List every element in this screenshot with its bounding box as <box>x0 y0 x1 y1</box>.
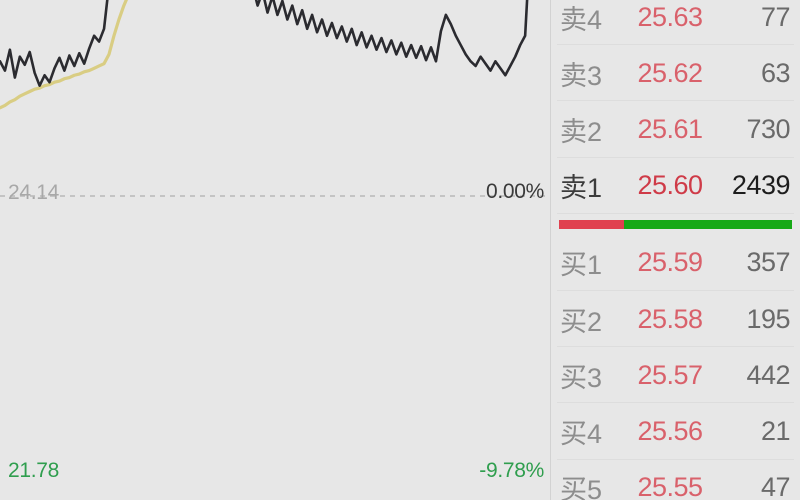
order-price: 25.56 <box>637 415 703 446</box>
intraday-chart[interactable] <box>0 0 550 500</box>
order-price: 25.60 <box>637 170 703 201</box>
pressure-bar-sell-segment <box>559 219 625 229</box>
order-quantity: 357 <box>746 247 790 278</box>
order-price: 25.63 <box>637 1 703 32</box>
order-level-label: 买3 <box>560 362 603 393</box>
order-book-row-sell-2[interactable]: 卖2 25.61 730 <box>551 101 800 158</box>
pressure-bar-track <box>559 219 792 229</box>
order-book-row-sell-1[interactable]: 卖1 25.60 2439 <box>551 158 800 214</box>
order-book-row-buy-1[interactable]: 买1 25.59 357 <box>551 235 800 292</box>
order-book-row-buy-4[interactable]: 买4 25.56 21 <box>551 403 800 460</box>
order-level-label: 卖1 <box>560 173 603 204</box>
order-level-label: 买5 <box>560 475 603 500</box>
order-book-row-sell-3[interactable]: 卖3 25.62 63 <box>551 45 800 102</box>
order-quantity: 47 <box>760 472 791 500</box>
order-price: 25.57 <box>637 359 703 390</box>
order-quantity: 195 <box>746 303 790 334</box>
order-price: 25.62 <box>637 57 703 88</box>
order-level-label: 卖4 <box>560 4 603 35</box>
order-quantity: 2439 <box>731 170 791 201</box>
low-price-label: 21.78 <box>8 459 60 482</box>
buy-sell-pressure-bar <box>551 214 800 235</box>
order-book-pane[interactable]: 卖4 25.63 77 卖3 25.62 63 卖2 25.61 730 卖1 … <box>550 0 800 500</box>
order-book-row-buy-2[interactable]: 买2 25.58 195 <box>551 291 800 348</box>
baseline-price-label: 24.14 <box>8 181 60 204</box>
order-quantity: 63 <box>760 57 791 88</box>
order-level-label: 卖2 <box>560 116 603 147</box>
order-price: 25.59 <box>637 247 703 278</box>
order-level-label: 买4 <box>560 418 603 449</box>
pressure-bar-buy-segment <box>624 219 792 229</box>
price-line <box>0 0 529 87</box>
order-level-label: 买1 <box>560 250 603 281</box>
order-level-label: 卖3 <box>560 60 603 91</box>
order-book-row-buy-3[interactable]: 买3 25.57 442 <box>551 347 800 404</box>
low-percent-label: -9.78% <box>479 459 544 482</box>
order-book-row-sell-4[interactable]: 卖4 25.63 77 <box>551 0 800 46</box>
baseline-percent-label: 0.00% <box>485 180 544 203</box>
order-price: 25.58 <box>637 303 703 334</box>
order-price: 25.61 <box>637 113 703 144</box>
order-level-label: 买2 <box>560 306 603 337</box>
order-book-row-buy-5[interactable]: 买5 25.55 47 <box>551 460 800 500</box>
average-price-line <box>0 0 128 110</box>
order-quantity: 77 <box>760 1 791 32</box>
intraday-chart-pane[interactable]: 24.14 0.00% 21.78 -9.78% <box>0 0 550 500</box>
order-quantity: 730 <box>746 113 790 144</box>
order-book-list[interactable]: 卖4 25.63 77 卖3 25.62 63 卖2 25.61 730 卖1 … <box>551 0 800 500</box>
order-quantity: 21 <box>760 415 791 446</box>
order-price: 25.55 <box>637 472 703 500</box>
order-quantity: 442 <box>746 359 790 390</box>
